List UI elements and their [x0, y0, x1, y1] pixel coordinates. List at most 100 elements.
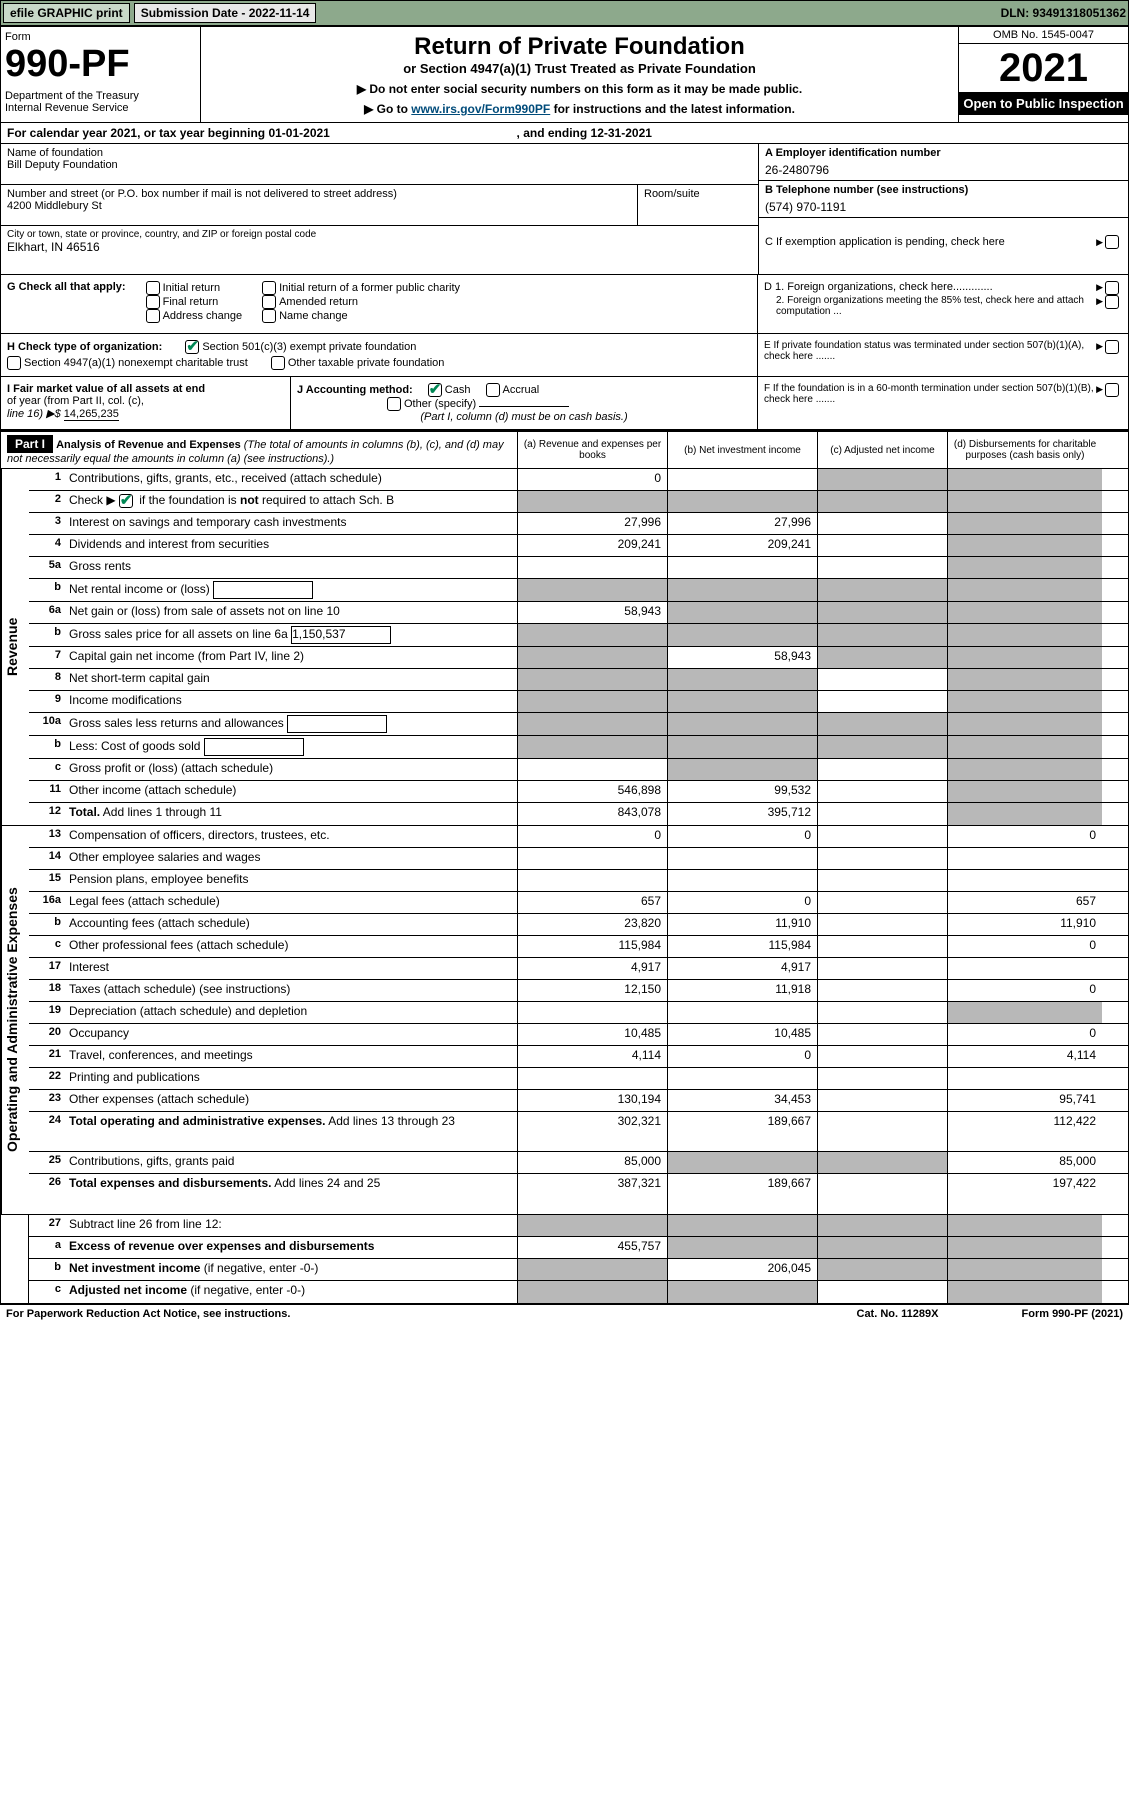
ein-label: A Employer identification number — [765, 147, 941, 159]
cell — [517, 1281, 667, 1303]
phone-label: B Telephone number (see instructions) — [765, 184, 968, 196]
line-num: 5a — [29, 557, 65, 578]
cell — [947, 535, 1102, 556]
line-num: 3 — [29, 513, 65, 534]
cell: 27,996 — [517, 513, 667, 534]
efile-btn[interactable]: efile GRAPHIC print — [3, 3, 130, 23]
cell — [817, 691, 947, 712]
line-num: 6a — [29, 602, 65, 623]
cell — [667, 624, 817, 646]
cell — [947, 1237, 1102, 1258]
table-row: 4 Dividends and interest from securities… — [29, 535, 1128, 557]
cell: 209,241 — [517, 535, 667, 556]
table-row: 20 Occupancy 10,48510,4850 — [29, 1024, 1128, 1046]
cell — [817, 870, 947, 891]
line-num: 21 — [29, 1046, 65, 1067]
irs-link[interactable]: www.irs.gov/Form990PF — [411, 102, 550, 116]
revenue-section: Revenue 1 Contributions, gifts, grants, … — [0, 469, 1129, 826]
address: 4200 Middlebury St — [7, 200, 631, 212]
cell — [947, 736, 1102, 758]
cell — [817, 980, 947, 1001]
cell — [947, 1259, 1102, 1280]
form-subtitle: or Section 4947(a)(1) Trust Treated as P… — [207, 61, 952, 76]
line-num: a — [29, 1237, 65, 1258]
cell — [817, 557, 947, 578]
e-check[interactable] — [1105, 340, 1119, 354]
cell — [667, 848, 817, 869]
line-desc: Net rental income or (loss) — [65, 579, 517, 601]
c-check[interactable] — [1105, 235, 1119, 249]
f-check[interactable] — [1105, 383, 1119, 397]
line-num: b — [29, 624, 65, 646]
line-desc: Contributions, gifts, grants paid — [65, 1152, 517, 1173]
line-num: b — [29, 736, 65, 758]
cell — [947, 848, 1102, 869]
line-num: c — [29, 759, 65, 780]
cell: 0 — [517, 469, 667, 490]
table-row: 11 Other income (attach schedule) 546,89… — [29, 781, 1128, 803]
h-4947[interactable] — [7, 356, 21, 370]
cell — [947, 602, 1102, 623]
d2-check[interactable] — [1105, 295, 1119, 309]
bottom-section: 27 Subtract line 26 from line 12: a Exce… — [0, 1215, 1129, 1305]
line-num: 20 — [29, 1024, 65, 1045]
line-num: 15 — [29, 870, 65, 891]
h-501c3[interactable] — [185, 340, 199, 354]
cell: 455,757 — [517, 1237, 667, 1258]
cell: 0 — [517, 826, 667, 847]
expenses-section: Operating and Administrative Expenses 13… — [0, 826, 1129, 1215]
g-amended[interactable] — [262, 295, 276, 309]
g-addr[interactable] — [146, 309, 160, 323]
cell — [947, 1281, 1102, 1303]
j-other[interactable] — [387, 397, 401, 411]
open-public: Open to Public Inspection — [959, 92, 1128, 115]
cell: 0 — [667, 892, 817, 913]
line-num: 7 — [29, 647, 65, 668]
line-num: 23 — [29, 1090, 65, 1111]
cell — [947, 803, 1102, 825]
cell — [947, 624, 1102, 646]
line-num: b — [29, 579, 65, 601]
g-public[interactable] — [262, 281, 276, 295]
cell — [817, 513, 947, 534]
line-desc: Other employee salaries and wages — [65, 848, 517, 869]
col-d: (d) Disbursements for charitable purpose… — [947, 432, 1102, 468]
cell — [817, 1090, 947, 1111]
cell — [667, 557, 817, 578]
h-other[interactable] — [271, 356, 285, 370]
dln: DLN: 93491318051362 — [1001, 6, 1126, 20]
cell: 85,000 — [947, 1152, 1102, 1173]
cat-no: Cat. No. 11289X — [857, 1308, 939, 1320]
room-label: Room/suite — [644, 188, 752, 200]
col-a: (a) Revenue and expenses per books — [517, 432, 667, 468]
cell — [667, 691, 817, 712]
fmv-link[interactable]: 14,265,235 — [64, 408, 119, 421]
g-name[interactable] — [262, 309, 276, 323]
cell — [517, 1259, 667, 1280]
line-desc: Pension plans, employee benefits — [65, 870, 517, 891]
cell — [817, 469, 947, 490]
cell — [817, 781, 947, 802]
footer: For Paperwork Reduction Act Notice, see … — [0, 1305, 1129, 1323]
line-desc: Total. Add lines 1 through 11 — [65, 803, 517, 825]
j-cash[interactable] — [428, 383, 442, 397]
cell — [817, 892, 947, 913]
line-desc: Total operating and administrative expen… — [65, 1112, 517, 1151]
cell — [817, 848, 947, 869]
cell — [947, 469, 1102, 490]
cell: 0 — [947, 1024, 1102, 1045]
g-final[interactable] — [146, 295, 160, 309]
cell: 209,241 — [667, 535, 817, 556]
table-row: 25 Contributions, gifts, grants paid 85,… — [29, 1152, 1128, 1174]
line-num: c — [29, 1281, 65, 1303]
line-desc: Gross rents — [65, 557, 517, 578]
cell: 4,917 — [667, 958, 817, 979]
d1-check[interactable] — [1105, 281, 1119, 295]
g-initial[interactable] — [146, 281, 160, 295]
cell — [517, 759, 667, 780]
table-row: b Net investment income (if negative, en… — [29, 1259, 1128, 1281]
j-accrual[interactable] — [486, 383, 500, 397]
cell: 0 — [947, 936, 1102, 957]
omb-number: OMB No. 1545-0047 — [959, 27, 1128, 44]
cell: 395,712 — [667, 803, 817, 825]
